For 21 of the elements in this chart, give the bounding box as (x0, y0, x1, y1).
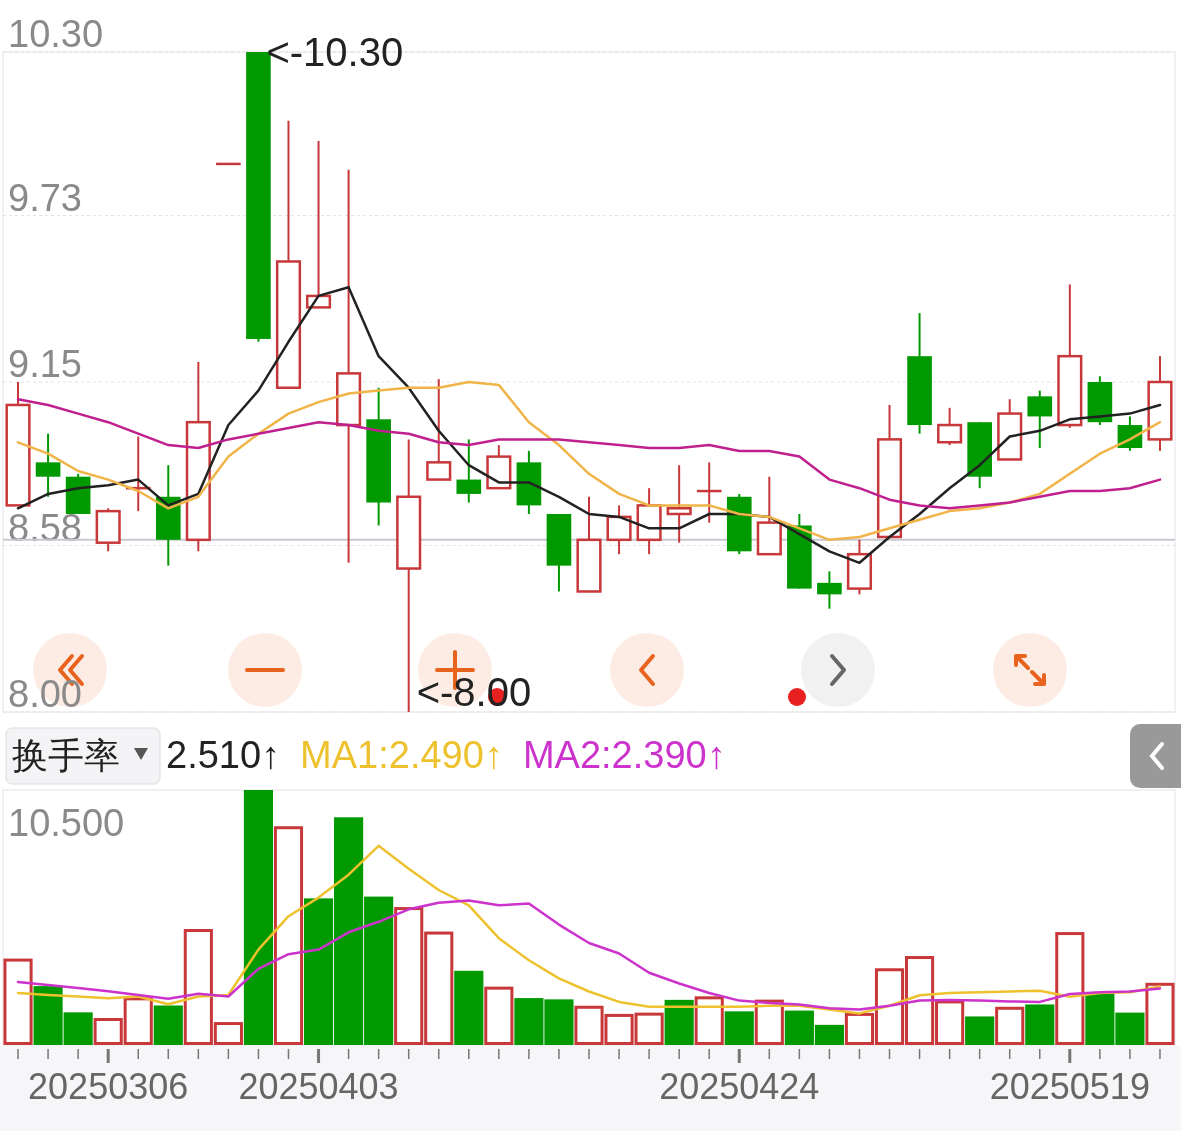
y-tick-label: 9.15 (8, 343, 82, 385)
bar (454, 970, 484, 1045)
y-tick-label: 9.73 (8, 176, 82, 219)
bar (664, 999, 694, 1045)
annotation: <-10.30 (266, 30, 404, 74)
x-tick-label: 20250424 (659, 1066, 820, 1107)
text: 2.510↑ (166, 734, 281, 776)
bar (1025, 1004, 1055, 1046)
legend-title: 换手率 (12, 735, 120, 776)
x-tick-label: 20250403 (238, 1066, 399, 1107)
y-tick-label: 10.30 (8, 13, 104, 55)
bar (153, 1005, 183, 1045)
x-tick-label: 20250306 (28, 1066, 189, 1107)
bar (965, 1016, 995, 1045)
bar (243, 790, 274, 1045)
annotation: 10.500 (8, 802, 125, 844)
text: MA2:2.390↑ (522, 734, 726, 776)
x-tick-label: 20250519 (989, 1066, 1150, 1107)
y-tick-label: 8.00 (8, 673, 82, 715)
text: MA1:2.490↑ (300, 734, 503, 776)
bar (724, 1011, 754, 1045)
